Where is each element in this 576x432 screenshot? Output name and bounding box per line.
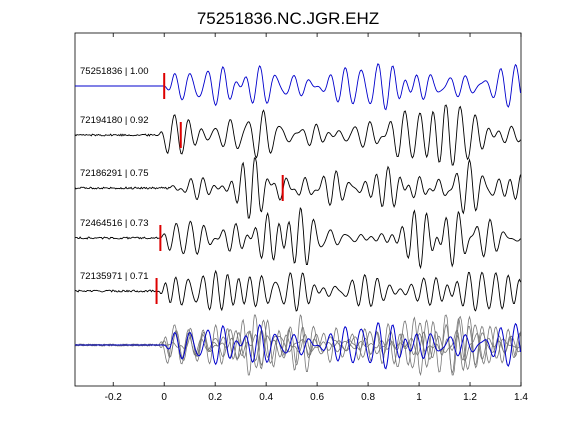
- overlay-stack: [74, 314, 521, 377]
- trace-waveform: [74, 269, 521, 312]
- x-tick-label: 0: [161, 392, 167, 403]
- x-tick-label: -0.2: [105, 392, 123, 403]
- trace-group: 75251836 | 1.00 72194180 | 0.92 72186291 |…: [74, 63, 521, 312]
- stack-reference-trace: [75, 322, 521, 370]
- x-tick-label: 1: [416, 392, 422, 403]
- chart-title: 75251836.NC.JGR.EHZ: [197, 9, 379, 28]
- trace-waveform: [74, 157, 521, 219]
- stack-trace: [74, 323, 521, 366]
- trace-waveform: [75, 207, 521, 270]
- x-tick-label: 0.8: [361, 392, 375, 403]
- x-tick-label: 1.2: [463, 392, 477, 403]
- trace-label: 72194180 | 0.92: [80, 115, 149, 126]
- x-tick-label: 0.2: [208, 392, 222, 403]
- x-tick-label: 1.4: [514, 392, 528, 403]
- trace-waveform: [74, 104, 521, 166]
- trace-label: 75251836 | 1.00: [80, 66, 149, 77]
- x-axis: -0.2 0 0.2 0.4 0.6 0.8 1 1.2 1.4: [105, 33, 528, 403]
- trace-waveform: [75, 63, 521, 111]
- x-tick-label: 0.6: [310, 392, 324, 403]
- x-tick-label: 0.4: [259, 392, 273, 403]
- trace-label: 72464516 | 0.73: [80, 218, 149, 229]
- trace-label: 72135971 | 0.71: [80, 271, 149, 282]
- trace-label: 72186291 | 0.75: [80, 168, 149, 179]
- plot-frame: [74, 32, 522, 387]
